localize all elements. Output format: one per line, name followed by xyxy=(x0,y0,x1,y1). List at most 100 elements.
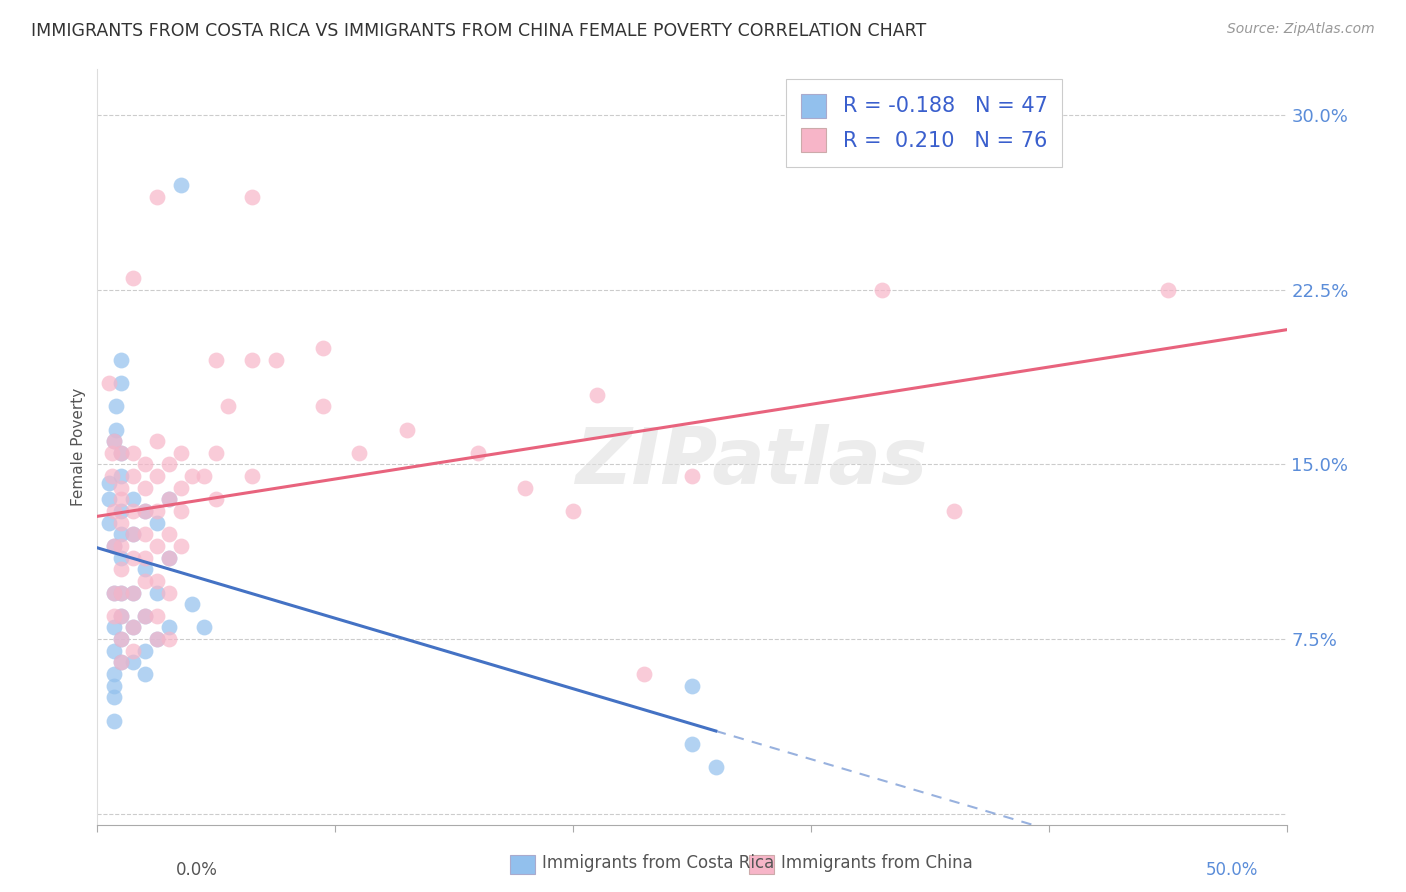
Point xyxy=(105,423,128,437)
Point xyxy=(942,504,965,518)
Point xyxy=(157,550,180,565)
Point xyxy=(103,434,125,449)
Point xyxy=(1156,283,1178,297)
Point xyxy=(205,352,228,367)
Point xyxy=(870,283,893,297)
Point xyxy=(169,446,191,460)
Point xyxy=(515,481,537,495)
Point xyxy=(98,376,121,390)
Legend: R = -0.188   N = 47, R =  0.210   N = 76: R = -0.188 N = 47, R = 0.210 N = 76 xyxy=(786,78,1062,167)
Point xyxy=(633,667,655,681)
Point xyxy=(122,550,145,565)
Point xyxy=(122,527,145,541)
Point xyxy=(134,550,156,565)
Point xyxy=(181,469,204,483)
Point xyxy=(98,476,121,491)
Point xyxy=(146,504,169,518)
Point xyxy=(122,656,145,670)
Text: 50.0%: 50.0% xyxy=(1206,861,1258,879)
Point xyxy=(146,632,169,647)
Point xyxy=(103,620,125,634)
Point xyxy=(157,492,180,507)
Point xyxy=(193,620,215,634)
Point xyxy=(157,458,180,472)
Point xyxy=(100,469,122,483)
Point xyxy=(205,446,228,460)
Point xyxy=(122,492,145,507)
Point xyxy=(264,352,287,367)
Point xyxy=(562,504,585,518)
Point xyxy=(98,516,121,530)
Point xyxy=(110,446,132,460)
Point xyxy=(312,399,335,413)
Point xyxy=(110,446,132,460)
Point xyxy=(157,550,180,565)
Text: Source: ZipAtlas.com: Source: ZipAtlas.com xyxy=(1227,22,1375,37)
Point xyxy=(122,504,145,518)
Point xyxy=(169,178,191,192)
Point xyxy=(146,608,169,623)
Point xyxy=(110,632,132,647)
Point xyxy=(134,504,156,518)
Point xyxy=(122,620,145,634)
Text: Immigrants from Costa Rica: Immigrants from Costa Rica xyxy=(541,854,775,871)
Point xyxy=(122,585,145,599)
Point xyxy=(467,446,489,460)
Point xyxy=(146,516,169,530)
Point xyxy=(110,562,132,576)
Point xyxy=(681,679,703,693)
Point xyxy=(105,399,128,413)
Point xyxy=(134,481,156,495)
Point xyxy=(146,189,169,203)
Point xyxy=(103,434,125,449)
Point xyxy=(110,608,132,623)
Point xyxy=(240,469,263,483)
Point xyxy=(681,469,703,483)
Point xyxy=(169,481,191,495)
Point xyxy=(100,446,122,460)
Point xyxy=(110,481,132,495)
Point xyxy=(146,574,169,588)
Point xyxy=(134,667,156,681)
Point xyxy=(146,434,169,449)
Point xyxy=(146,632,169,647)
Point xyxy=(122,620,145,634)
Point xyxy=(110,632,132,647)
Text: IMMIGRANTS FROM COSTA RICA VS IMMIGRANTS FROM CHINA FEMALE POVERTY CORRELATION C: IMMIGRANTS FROM COSTA RICA VS IMMIGRANTS… xyxy=(31,22,927,40)
Point xyxy=(103,608,125,623)
Point xyxy=(240,352,263,367)
Point xyxy=(157,492,180,507)
Point xyxy=(103,539,125,553)
Point xyxy=(110,656,132,670)
Point xyxy=(110,585,132,599)
Point xyxy=(110,492,132,507)
Point xyxy=(122,644,145,658)
Point xyxy=(134,574,156,588)
Point xyxy=(110,469,132,483)
Point xyxy=(110,656,132,670)
Point xyxy=(110,550,132,565)
Point xyxy=(181,597,204,611)
Point xyxy=(103,585,125,599)
Text: 0.0%: 0.0% xyxy=(176,861,218,879)
Point xyxy=(110,585,132,599)
Point xyxy=(347,446,370,460)
Point xyxy=(134,608,156,623)
Point xyxy=(134,458,156,472)
Point xyxy=(169,504,191,518)
Point xyxy=(103,679,125,693)
Point xyxy=(110,504,132,518)
Y-axis label: Female Poverty: Female Poverty xyxy=(72,388,86,506)
Point xyxy=(103,504,125,518)
Point xyxy=(217,399,239,413)
Point xyxy=(122,527,145,541)
Point xyxy=(134,608,156,623)
Point xyxy=(110,376,132,390)
Point xyxy=(110,516,132,530)
Point xyxy=(103,644,125,658)
Point xyxy=(103,667,125,681)
Point xyxy=(103,714,125,728)
Point xyxy=(169,539,191,553)
Point xyxy=(681,737,703,751)
Point xyxy=(146,469,169,483)
